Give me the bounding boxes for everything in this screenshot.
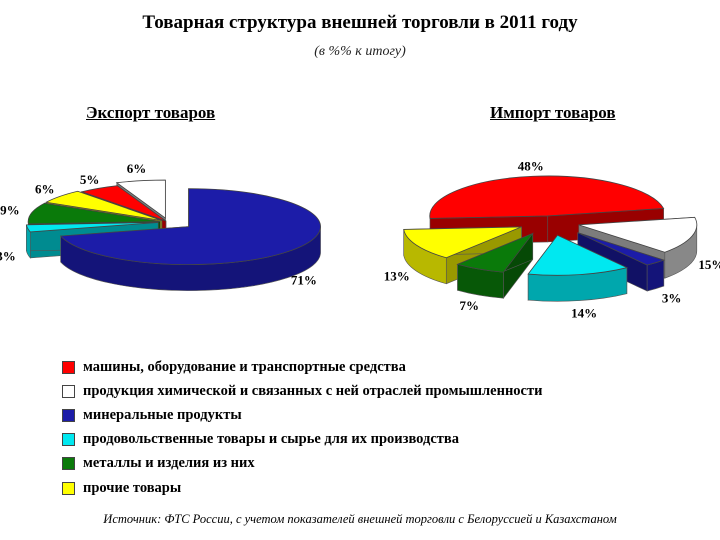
pct-label-machinery: 5% [80, 172, 100, 187]
source-note: Источник: ФТС России, с учетом показател… [103, 512, 617, 526]
legend-item-mineral: минеральные продукты [62, 403, 542, 427]
legend-label: прочие товары [83, 479, 182, 496]
legend-swatch [62, 481, 75, 495]
legend-item-chemical: продукция химической и связанных с ней о… [62, 379, 542, 403]
pie-slice-mineral [577, 232, 666, 292]
legend-swatch [62, 360, 75, 374]
pct-label-food: 14% [571, 306, 597, 321]
legend-item-food: продовольственные товары и сырье для их … [62, 428, 542, 452]
legend: машины, оборудование и транспортные сред… [62, 355, 542, 500]
legend-label: продовольственные товары и сырье для их … [83, 431, 459, 448]
legend-swatch [62, 408, 75, 422]
pct-label-food: 3% [0, 248, 16, 263]
legend-label: продукция химической и связанных с ней о… [83, 382, 543, 399]
pct-label-machinery: 48% [518, 158, 544, 173]
pie-slice-mineral [59, 188, 321, 291]
export-chart-title: Экспорт товаров [86, 103, 216, 122]
import-chart-title: Импорт товаров [490, 103, 616, 122]
legend-item-other: прочие товары [62, 476, 542, 500]
pct-label-chemical: 6% [127, 161, 147, 176]
pie-slice-food [527, 234, 629, 302]
legend-label: машины, оборудование и транспортные сред… [83, 358, 406, 375]
pie-slice-metals [456, 232, 534, 300]
legend-label: минеральные продукты [83, 406, 242, 423]
legend-item-machinery: машины, оборудование и транспортные сред… [62, 355, 542, 379]
pct-label-other: 6% [35, 181, 55, 196]
pct-label-metals: 7% [459, 298, 479, 313]
legend-label: металлы и изделия из них [83, 455, 255, 472]
legend-swatch [62, 433, 75, 447]
pct-label-mineral: 3% [662, 291, 682, 306]
page-subtitle: (в %% к итогу) [314, 44, 406, 59]
pct-label-chemical: 15% [698, 257, 720, 272]
pct-label-other: 13% [384, 269, 410, 284]
pct-label-mineral: 71% [291, 273, 317, 288]
legend-swatch [62, 384, 75, 398]
page-title: Товарная структура внешней торговли в 20… [142, 12, 578, 33]
legend-item-metals: металлы и изделия из них [62, 452, 542, 476]
legend-swatch [62, 457, 75, 471]
pct-label-metals: 9% [0, 203, 20, 218]
